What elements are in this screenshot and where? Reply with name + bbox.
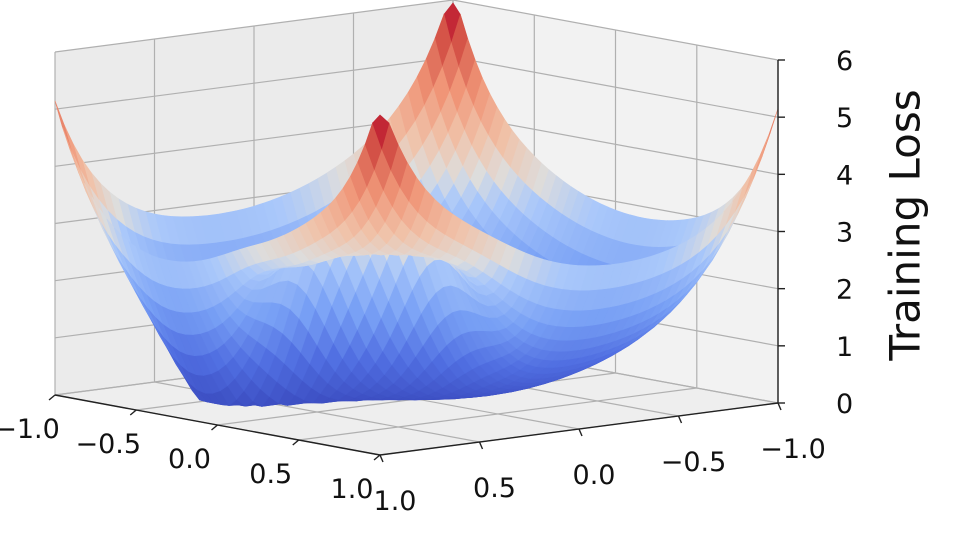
z-tick-label: 5 (836, 103, 853, 134)
y-tick-mark (777, 402, 782, 411)
x-tick-mark (373, 454, 381, 461)
loss-surface (54, 2, 779, 407)
z-tick-label: 1 (836, 332, 853, 363)
y-tick-label: −1.0 (760, 434, 826, 465)
x-tick-label: 0.5 (249, 459, 292, 490)
x-tick-mark (48, 394, 56, 401)
z-tick-label: 6 (836, 46, 853, 77)
back-grid-horizontal (54, 0, 779, 61)
z-axis-label: Training Loss (880, 89, 930, 361)
x-tick-label: 0.0 (168, 444, 211, 475)
z-tick-label: 0 (836, 389, 853, 420)
y-tick-mark (578, 428, 583, 437)
x-tick-label: −0.5 (75, 429, 141, 460)
z-axis-label-wrap: Training Loss (860, 40, 950, 410)
y-tick-mark (379, 454, 384, 463)
z-tick-label: 4 (836, 160, 853, 191)
y-tick-label: 0.5 (473, 473, 516, 504)
surface-patch (372, 114, 390, 150)
x-tick-mark (292, 439, 300, 446)
axis-lines (48, 59, 785, 463)
y-tick-label: 0.0 (573, 460, 616, 491)
y-tick-mark (478, 441, 484, 450)
y-tick-label: 1.0 (374, 486, 417, 517)
y-tick-mark (677, 415, 683, 424)
y-tick-label: −0.5 (661, 447, 727, 478)
z-tick-label: 2 (836, 275, 853, 306)
x-tick-mark (129, 409, 137, 416)
x-tick-label: −1.0 (0, 414, 60, 445)
z-tick-label: 3 (836, 218, 853, 249)
x-tick-label: 1.0 (331, 474, 374, 505)
x-tick-mark (211, 424, 218, 431)
tick-labels: 1.0 0.5 0.0 −0.5 −1.0 1.0 0.5 0.0 −0.5 −1.0 0 1 2 3 4 5… (0, 46, 853, 517)
